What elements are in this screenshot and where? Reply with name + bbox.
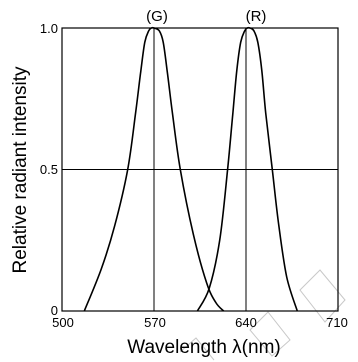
series-line-g: [83, 26, 225, 312]
x-tick-label: 500: [52, 315, 74, 330]
x-tick-label: 640: [235, 315, 257, 330]
y-tick-label: 1.0: [40, 21, 58, 36]
series-line-r: [196, 26, 299, 312]
series-label-r: (R): [246, 8, 267, 25]
series-curves: [83, 26, 299, 312]
y-tick-label: 0: [51, 303, 58, 318]
y-tick-label: 0.5: [40, 162, 58, 177]
series-label-g: (G): [146, 8, 168, 25]
x-axis-label: Wavelength λ(nm): [127, 337, 280, 358]
y-axis-label: Relative radiant intensity: [10, 66, 31, 273]
x-tick-labels: 500 570 640 710: [52, 315, 348, 330]
x-tick-label: 710: [326, 315, 348, 330]
x-tick-label: 570: [144, 315, 166, 330]
y-tick-labels: 0 0.5 1.0: [40, 21, 58, 318]
